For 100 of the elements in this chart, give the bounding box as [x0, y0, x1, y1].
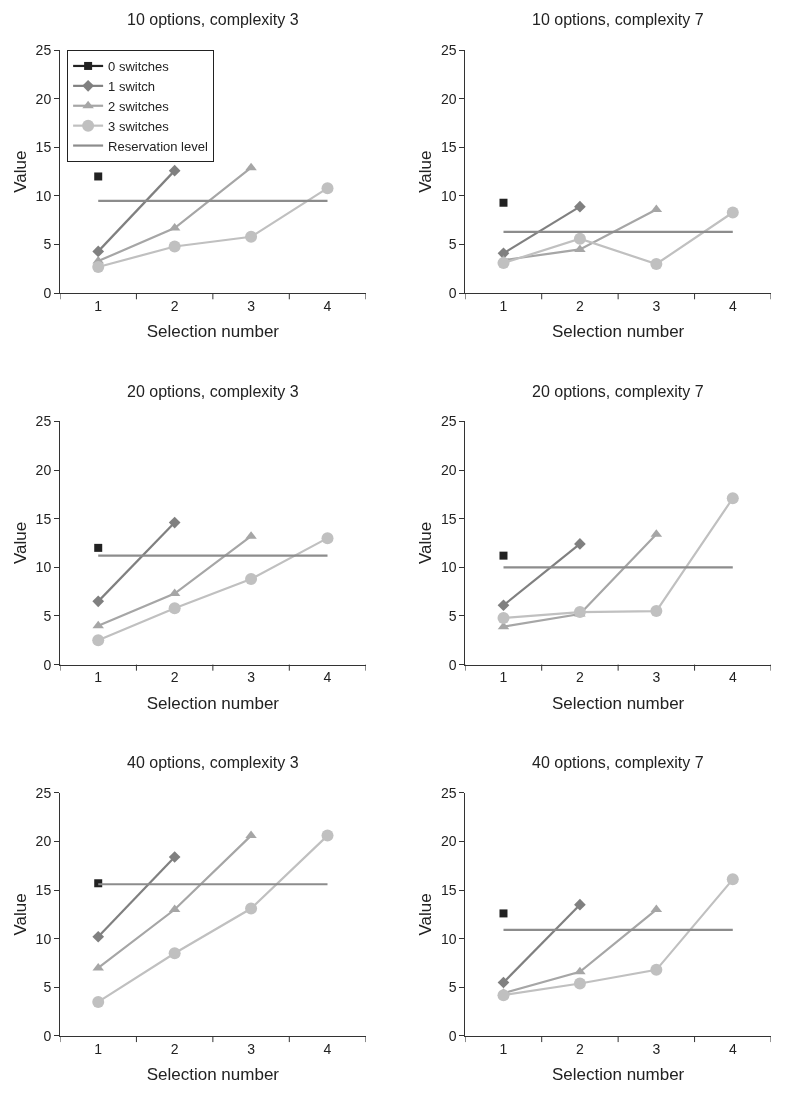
- y-tick-label: 5: [448, 979, 457, 996]
- x-tick-label: 3: [652, 298, 661, 315]
- x-axis-title: Selection number: [146, 693, 280, 713]
- x-tick-label: 1: [94, 1040, 103, 1057]
- x-tick-label: 4: [728, 1040, 737, 1057]
- point: [321, 829, 334, 842]
- point: [245, 902, 258, 915]
- point: [168, 947, 181, 960]
- y-tick-label: 10: [440, 187, 457, 204]
- point: [497, 257, 510, 270]
- point: [92, 245, 105, 258]
- legend-label: Reservation level: [108, 138, 208, 154]
- point: [168, 851, 181, 863]
- y-tick-label: 20: [440, 461, 457, 478]
- x-tick-label: 3: [247, 669, 256, 686]
- x-tick-label: 1: [94, 298, 103, 315]
- y-tick-label: 15: [35, 881, 52, 898]
- y-tick-label: 20: [35, 833, 52, 850]
- y-tick-label: 15: [440, 881, 457, 898]
- point: [168, 240, 181, 253]
- x-tick-label: 4: [323, 298, 332, 315]
- point: [650, 258, 663, 271]
- y-axis-title: Value: [416, 893, 436, 936]
- x-tick-label: 2: [170, 298, 179, 315]
- point: [497, 611, 510, 624]
- x-tick-label: 4: [323, 669, 332, 686]
- y-tick-label: 5: [448, 607, 457, 624]
- x-tick-label: 3: [652, 1040, 661, 1057]
- y-tick-label: 25: [440, 41, 457, 58]
- point: [245, 230, 258, 243]
- y-tick-label: 25: [35, 413, 52, 430]
- x-tick-label: 1: [499, 1040, 508, 1057]
- y-tick-label: 5: [43, 607, 52, 624]
- x-tick-label: 2: [576, 1040, 585, 1057]
- x-axis-title: Selection number: [551, 1065, 685, 1085]
- legend-label: 1 switch: [108, 78, 156, 94]
- y-tick-label: 0: [43, 1027, 52, 1044]
- chart-title: 40 options, complexity 7: [532, 754, 704, 771]
- y-tick-label: 0: [43, 656, 52, 673]
- point: [497, 989, 510, 1002]
- legend-label: 0 switches: [108, 59, 170, 75]
- y-axis-title: Value: [11, 150, 31, 193]
- y-axis-title: Value: [11, 893, 31, 936]
- point: [726, 873, 739, 886]
- point: [168, 602, 181, 615]
- legend-label: 2 switches: [108, 98, 170, 114]
- chart-title: 10 options, complexity 7: [532, 11, 704, 28]
- point: [92, 595, 105, 608]
- x-tick-label: 1: [94, 669, 103, 686]
- y-tick-label: 15: [35, 510, 52, 527]
- y-tick-label: 0: [448, 1027, 457, 1044]
- chart-title: 40 options, complexity 3: [127, 754, 299, 771]
- chart-title: 10 options, complexity 3: [127, 11, 299, 28]
- point: [92, 634, 105, 647]
- y-tick-label: 5: [448, 236, 457, 253]
- x-tick-label: 1: [499, 669, 508, 686]
- y-tick-label: 25: [440, 413, 457, 430]
- point: [321, 532, 334, 545]
- point: [245, 162, 257, 171]
- point: [92, 962, 104, 971]
- y-tick-label: 10: [440, 559, 457, 576]
- y-tick-label: 10: [35, 559, 52, 576]
- x-axis-title: Selection number: [551, 693, 685, 713]
- y-tick-label: 10: [35, 187, 52, 204]
- y-axis-title: Value: [416, 150, 436, 193]
- y-tick-label: 20: [440, 833, 457, 850]
- x-axis-title: Selection number: [551, 322, 685, 342]
- x-tick-label: 3: [247, 298, 256, 315]
- x-tick-label: 4: [728, 298, 737, 315]
- x-axis-title: Selection number: [146, 1065, 280, 1085]
- point: [573, 977, 586, 990]
- y-tick-label: 25: [35, 41, 52, 58]
- point: [574, 200, 586, 213]
- x-axis-title: Selection number: [146, 322, 280, 342]
- chart-title: 20 options, complexity 3: [127, 383, 299, 400]
- x-tick-label: 2: [576, 669, 585, 686]
- point: [497, 599, 510, 612]
- point: [650, 963, 663, 976]
- y-tick-label: 0: [43, 285, 52, 302]
- point: [168, 516, 181, 529]
- legend-label: 3 switches: [108, 118, 170, 134]
- x-tick-label: 4: [728, 669, 737, 686]
- y-tick-label: 15: [440, 139, 457, 156]
- point: [245, 830, 257, 839]
- point: [92, 995, 105, 1008]
- point: [573, 232, 586, 245]
- point: [92, 260, 105, 273]
- point: [168, 164, 181, 177]
- point: [245, 572, 258, 585]
- y-tick-label: 0: [448, 285, 457, 302]
- x-tick-label: 2: [170, 669, 179, 686]
- point: [650, 605, 663, 618]
- point: [574, 966, 586, 975]
- y-tick-label: 20: [35, 461, 52, 478]
- x-tick-label: 4: [323, 1040, 332, 1057]
- point: [321, 182, 334, 195]
- y-axis-title: Value: [416, 521, 436, 565]
- y-tick-label: 5: [43, 236, 52, 253]
- point: [726, 492, 739, 505]
- y-tick-label: 10: [440, 930, 457, 947]
